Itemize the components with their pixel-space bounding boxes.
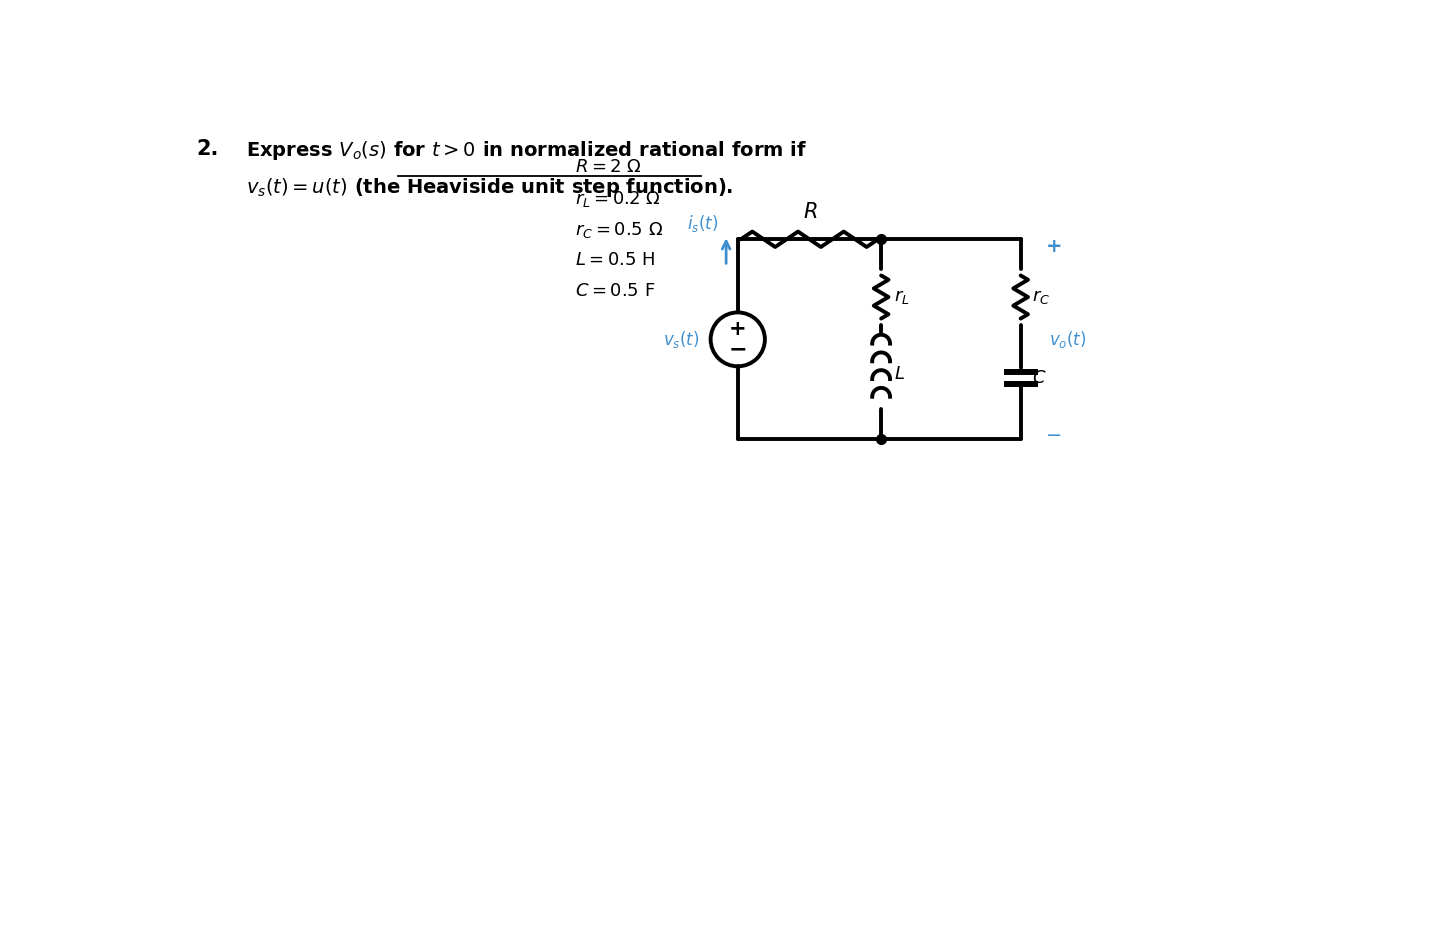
Text: $R = 2\ \Omega$: $R = 2\ \Omega$ — [575, 158, 641, 176]
Text: Express $V_o(s)$ for $t > 0$ in normalized rational form if: Express $V_o(s)$ for $t > 0$ in normaliz… — [246, 139, 807, 162]
Text: $r_C$: $r_C$ — [1032, 288, 1050, 306]
Text: $i_s(t)$: $i_s(t)$ — [687, 213, 719, 234]
Text: $L = 0.5\ \mathrm{H}$: $L = 0.5\ \mathrm{H}$ — [575, 251, 656, 269]
Text: $r_L = 0.2\ \Omega$: $r_L = 0.2\ \Omega$ — [575, 190, 660, 210]
Text: $R$: $R$ — [802, 202, 817, 222]
Text: $v_o(t)$: $v_o(t)$ — [1050, 329, 1087, 350]
Text: 2.: 2. — [197, 139, 219, 159]
Text: $r_L$: $r_L$ — [894, 288, 910, 306]
Text: −: − — [729, 339, 748, 359]
Text: $L$: $L$ — [894, 365, 906, 383]
Text: $r_C = 0.5\ \Omega$: $r_C = 0.5\ \Omega$ — [575, 220, 663, 240]
Text: +: + — [729, 319, 746, 339]
Text: $C = 0.5\ \mathrm{F}$: $C = 0.5\ \mathrm{F}$ — [575, 282, 656, 300]
Text: $v_s(t) = u(t)$ (the Heaviside unit step function).: $v_s(t) = u(t)$ (the Heaviside unit step… — [246, 176, 733, 199]
Text: $v_s(t)$: $v_s(t)$ — [663, 329, 699, 350]
Text: $C$: $C$ — [1032, 369, 1047, 387]
Text: +: + — [1047, 237, 1063, 257]
Text: −: − — [1047, 426, 1063, 446]
